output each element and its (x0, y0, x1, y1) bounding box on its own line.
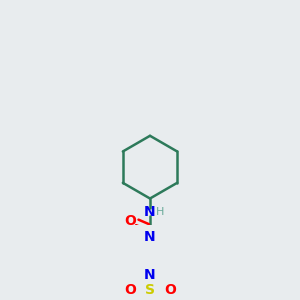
Text: N: N (144, 205, 156, 219)
Text: O: O (164, 283, 176, 297)
Text: H: H (155, 207, 164, 217)
Text: N: N (144, 230, 156, 244)
Text: S: S (145, 283, 155, 297)
Text: O: O (124, 214, 136, 228)
Text: N: N (144, 268, 156, 282)
Text: O: O (124, 283, 136, 297)
